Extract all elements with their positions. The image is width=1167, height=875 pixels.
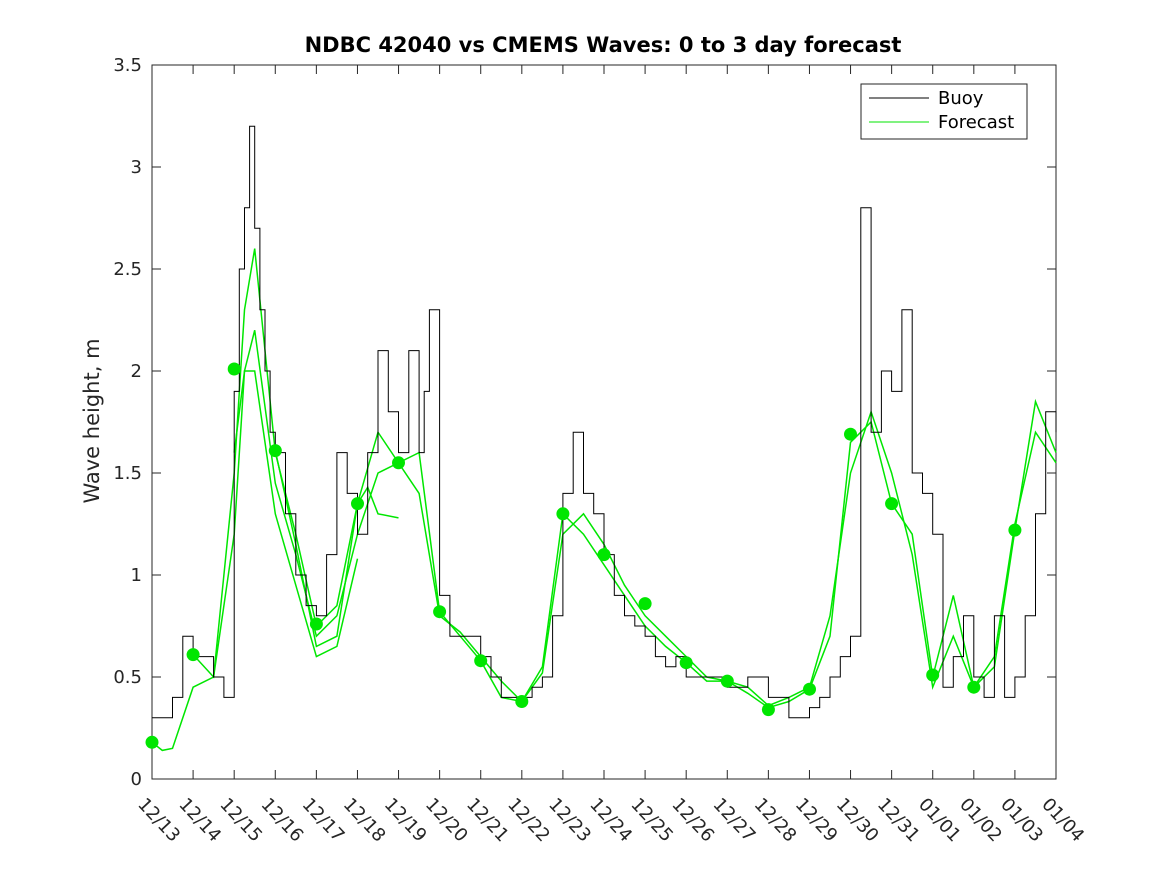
forecast-marker: [227, 362, 241, 376]
forecast-marker: [720, 674, 734, 688]
forecast-line-4: [274, 450, 399, 648]
forecast-marker: [145, 735, 159, 749]
y-tick-label: 0.5: [113, 667, 142, 688]
forecast-marker: [556, 507, 570, 521]
forecast-marker: [761, 703, 775, 717]
forecast-marker: [268, 444, 282, 458]
forecast-marker: [926, 668, 940, 682]
legend-box: [860, 83, 1028, 140]
y-tick-label: 2.5: [113, 259, 142, 280]
forecast-marker: [186, 648, 200, 662]
forecast-line-1: [151, 248, 1057, 752]
forecast-marker: [474, 654, 488, 668]
marker-layer: [145, 362, 1022, 749]
legend-buoy-label: Buoy: [938, 88, 984, 109]
forecast-marker: [844, 427, 857, 441]
legend: Buoy Forecast: [860, 83, 1028, 140]
y-tick-label: 1: [131, 565, 142, 586]
chart-title: NDBC 42040 vs CMEMS Waves: 0 to 3 day fo…: [305, 33, 902, 57]
y-tick-label: 0: [131, 769, 142, 790]
forecast-marker: [638, 597, 652, 611]
forecast-marker: [433, 605, 447, 619]
forecast-marker: [309, 617, 323, 631]
y-tick-label: 1.5: [113, 463, 142, 484]
y-tick-label: 3.5: [113, 55, 142, 76]
buoy-line: [152, 125, 1057, 719]
y-axis: 0 0.5 1 1.5 2 2.5 3 3.5: [113, 55, 1056, 790]
forecast-marker: [515, 695, 529, 708]
y-tick-label: 2: [131, 361, 142, 382]
forecast-marker: [803, 682, 816, 696]
forecast-marker: [1008, 523, 1022, 537]
forecast-line-3: [233, 370, 359, 658]
y-axis-label: Wave height, m: [80, 338, 104, 503]
forecast-marker: [967, 680, 981, 694]
forecast-marker: [392, 456, 405, 470]
forecast-marker: [351, 497, 364, 511]
y-tick-label: 3: [131, 157, 142, 178]
forecast-marker: [597, 548, 611, 562]
forecast-marker: [679, 656, 693, 670]
series-layer: [151, 125, 1057, 752]
legend-forecast-label: Forecast: [938, 112, 1014, 133]
forecast-marker: [885, 497, 899, 511]
